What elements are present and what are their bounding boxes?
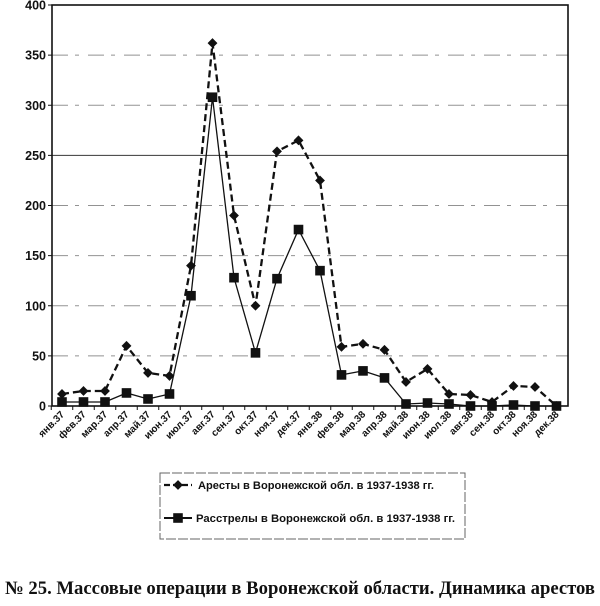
diamond-marker-icon [379, 344, 390, 355]
diamond-marker-icon [358, 338, 368, 349]
diamond-marker-icon [422, 363, 433, 374]
y-tick-label: 250 [25, 149, 46, 163]
square-marker-icon [100, 397, 110, 407]
square-marker-icon [551, 401, 562, 411]
square-marker-icon [422, 398, 433, 408]
series-executions [57, 92, 562, 411]
diamond-marker-icon [315, 175, 325, 186]
diamond-marker-icon [444, 389, 454, 399]
diamond-marker-icon [78, 386, 89, 396]
square-marker-icon [173, 513, 183, 523]
diamond-marker-icon [173, 480, 183, 490]
legend-item-arrests: Аресты в Воронежской обл. в 1937-1938 гг… [164, 480, 434, 492]
diamond-marker-icon [508, 381, 519, 391]
square-marker-icon [186, 290, 196, 301]
gridlines [52, 54, 568, 357]
diamond-marker-icon [121, 340, 132, 351]
diamond-marker-icon [57, 389, 67, 399]
square-marker-icon [250, 348, 261, 358]
figure-caption: № 25. Массовые операции в Воронежской об… [5, 578, 595, 599]
diamond-marker-icon [272, 146, 282, 157]
y-tick-label: 100 [25, 299, 46, 313]
y-axis: 0 50 100 150 200 250 300 350 400 [25, 0, 52, 414]
diamond-marker-icon [207, 38, 218, 49]
square-marker-icon [229, 272, 239, 283]
diamond-marker-icon [143, 367, 153, 378]
legend-box [159, 472, 466, 540]
diamond-marker-icon [100, 386, 110, 396]
square-marker-icon [465, 401, 476, 411]
series-arrests [57, 38, 562, 411]
square-marker-icon [487, 401, 497, 411]
y-tick-label: 400 [25, 0, 46, 13]
y-tick-label: 350 [25, 49, 46, 63]
diamond-marker-icon [336, 341, 347, 352]
square-marker-icon [530, 401, 540, 411]
legend: Аресты в Воронежской обл. в 1937-1938 гг… [159, 472, 466, 540]
square-marker-icon [57, 397, 67, 407]
square-marker-icon [78, 397, 89, 407]
square-marker-icon [379, 373, 390, 383]
square-marker-icon [207, 92, 218, 103]
diamond-marker-icon [530, 382, 540, 392]
square-marker-icon [315, 265, 325, 276]
diamond-marker-icon [229, 210, 239, 221]
x-tick-label: дек.38 [532, 409, 562, 439]
square-marker-icon [293, 224, 304, 235]
y-tick-label: 150 [25, 249, 46, 263]
square-marker-icon [143, 394, 153, 404]
square-marker-icon [336, 370, 347, 380]
diamond-marker-icon [250, 300, 261, 311]
square-marker-icon [121, 388, 132, 398]
diamond-marker-icon [401, 377, 411, 387]
legend-label-executions: Расстрелы в Воронежской обл. в 1937-1938… [196, 513, 455, 525]
y-tick-label: 50 [32, 349, 46, 363]
square-marker-icon [358, 366, 368, 376]
square-marker-icon [272, 273, 282, 284]
square-marker-icon [444, 399, 454, 409]
series-line [61, 41, 558, 407]
diamond-marker-icon [293, 135, 304, 146]
diamond-marker-icon [465, 390, 476, 400]
square-marker-icon [401, 399, 411, 409]
legend-item-executions: Расстрелы в Воронежской обл. в 1937-1938… [164, 513, 455, 525]
y-tick-label: 0 [39, 400, 46, 414]
x-axis: янв.37фев.37мар.37апр.37май.37июн.37июл.… [37, 406, 562, 442]
diamond-marker-icon [164, 371, 175, 381]
legend-label-arrests: Аресты в Воронежской обл. в 1937-1938 гг… [198, 480, 434, 492]
series-layer [57, 38, 562, 411]
y-tick-label: 300 [25, 99, 46, 113]
y-tick-label: 200 [25, 199, 46, 213]
square-marker-icon [164, 389, 175, 399]
square-marker-icon [508, 400, 519, 410]
